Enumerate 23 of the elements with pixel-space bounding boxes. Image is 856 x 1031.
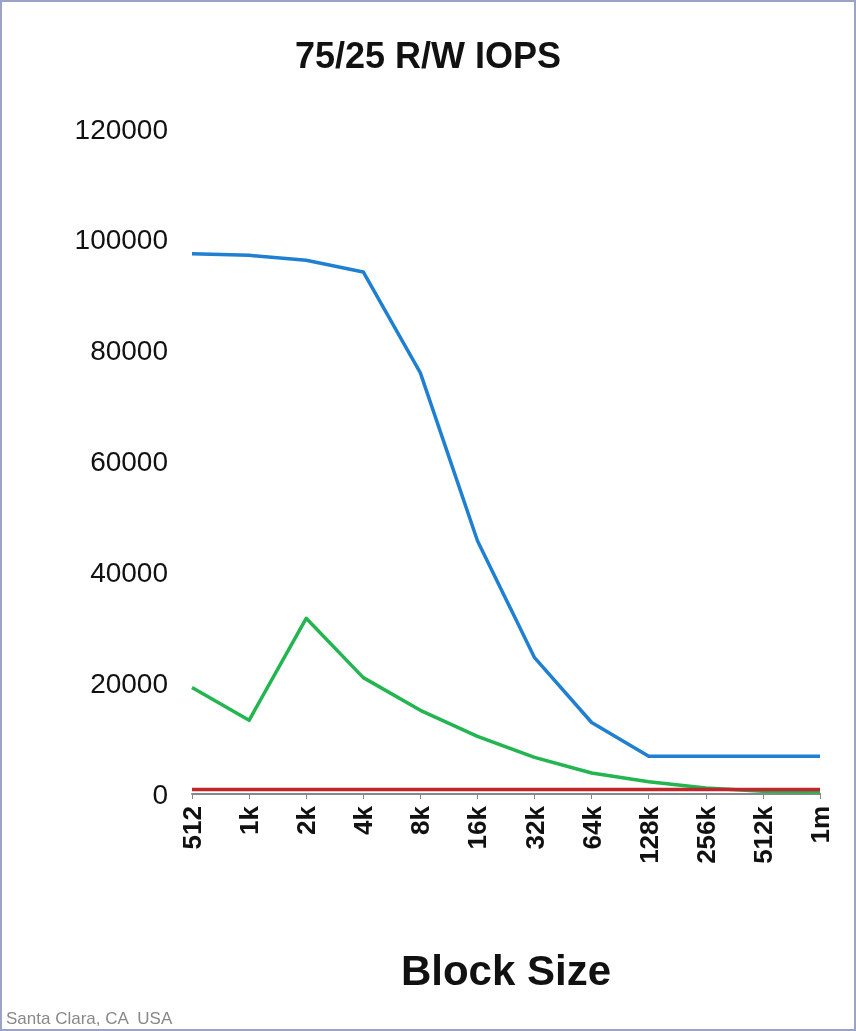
x-tick-label: 64k: [576, 805, 607, 850]
x-tick-label: 32k: [519, 805, 550, 850]
x-tick-label: 512k: [747, 805, 778, 864]
text: Santa Clara, CA USA: [6, 1009, 173, 1028]
x-tick-label: 16k: [462, 805, 493, 850]
x-axis-title: Block Size: [400, 946, 612, 994]
y-tick-label: 100000: [74, 224, 168, 256]
chart-title: 75/25 R/W IOPS: [294, 34, 562, 76]
y-tick-label: 0: [152, 778, 168, 810]
x-tick-label: 512: [177, 806, 207, 850]
y-tick-label: 40000: [90, 556, 168, 588]
y-tick-label: 80000: [90, 335, 168, 367]
y-tick-label: 20000: [90, 667, 168, 699]
x-tick-label: 2k: [291, 805, 322, 835]
x-tick-label: 128k: [633, 805, 664, 864]
y-tick-label: 60000: [90, 446, 168, 477]
x-tick-label: 4k: [348, 805, 379, 835]
line-series: [190, 251, 822, 759]
y-tick-label: 120000: [74, 113, 168, 145]
x-tick-label: 1k: [234, 805, 265, 835]
x-tick-label: 256k: [690, 805, 721, 864]
x-tick-label: 8k: [405, 805, 436, 835]
x-tick-label: 1m: [805, 806, 835, 844]
